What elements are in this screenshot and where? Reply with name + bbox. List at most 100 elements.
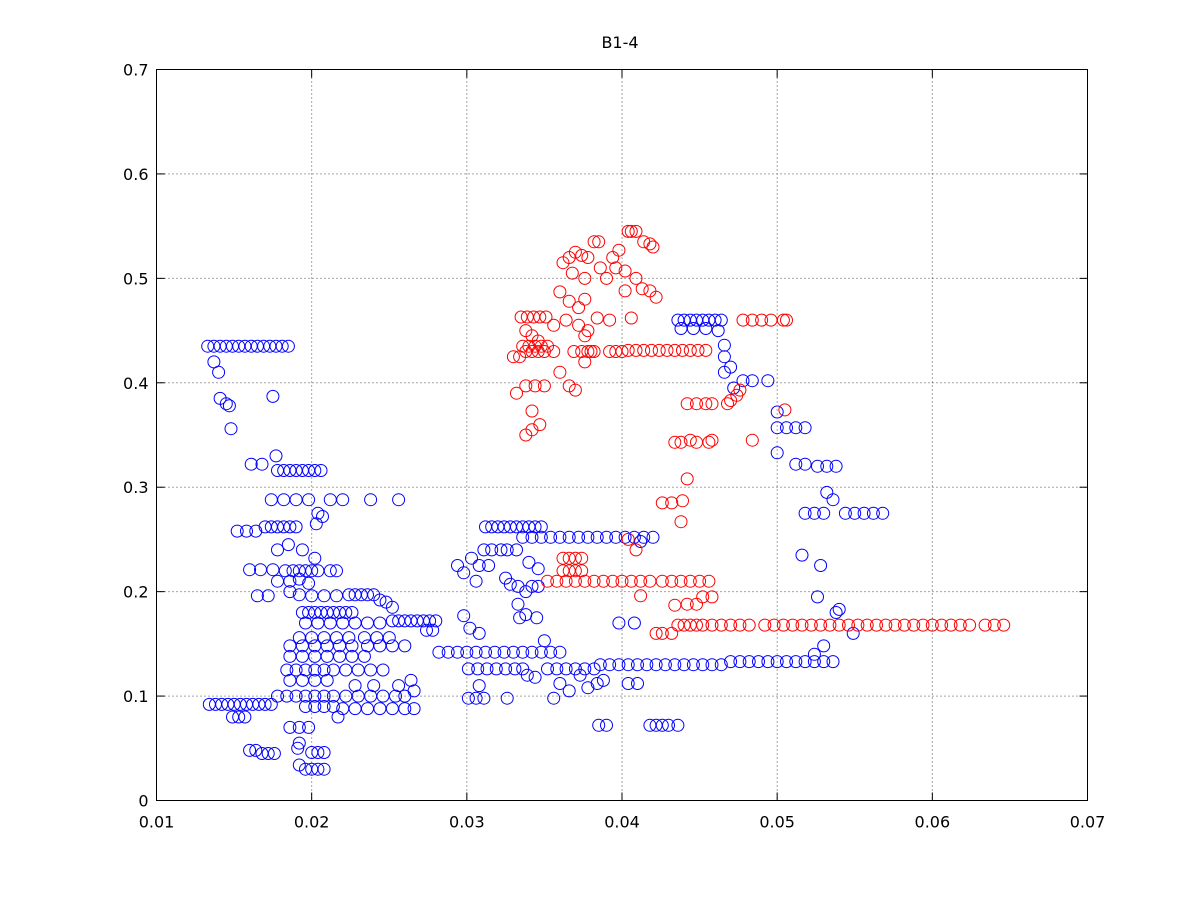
data-point xyxy=(299,700,312,713)
data-point xyxy=(423,614,437,628)
data-point xyxy=(336,493,350,507)
data-point xyxy=(714,658,728,672)
data-point xyxy=(870,618,883,632)
data-point xyxy=(643,237,657,251)
data-point xyxy=(553,645,567,659)
data-point xyxy=(714,618,728,632)
data-point xyxy=(655,626,669,640)
data-point xyxy=(547,691,561,705)
data-point xyxy=(357,649,371,663)
data-point xyxy=(497,645,511,659)
data-point xyxy=(572,530,586,544)
data-point xyxy=(804,618,818,632)
data-point xyxy=(714,313,728,327)
data-point xyxy=(261,589,275,603)
data-point xyxy=(690,618,703,632)
data-point xyxy=(634,574,648,588)
data-point xyxy=(842,618,855,632)
data-point xyxy=(600,718,613,732)
data-point xyxy=(916,618,930,632)
data-point xyxy=(314,464,328,477)
y-tick-label: 0.1 xyxy=(123,687,148,706)
data-point xyxy=(562,684,576,698)
data-point xyxy=(345,639,359,653)
data-point xyxy=(817,655,831,669)
data-point xyxy=(612,243,626,257)
data-point xyxy=(249,743,263,757)
data-point xyxy=(683,433,697,447)
data-point xyxy=(727,381,741,395)
x-tick-label: 0.02 xyxy=(294,813,330,832)
data-point xyxy=(429,614,443,628)
data-point xyxy=(513,611,527,625)
data-point xyxy=(311,746,325,759)
data-point xyxy=(244,457,258,471)
data-point xyxy=(547,318,561,332)
data-point xyxy=(646,240,660,254)
data-point xyxy=(404,673,418,687)
data-point xyxy=(575,564,589,578)
data-point xyxy=(472,626,486,640)
data-point xyxy=(541,662,554,676)
data-point xyxy=(295,543,309,557)
data-point xyxy=(866,506,880,520)
data-point xyxy=(281,538,295,552)
data-point xyxy=(255,457,269,471)
data-point xyxy=(592,718,606,732)
data-point xyxy=(420,623,433,637)
data-point xyxy=(547,345,561,358)
data-point xyxy=(655,574,669,588)
data-point xyxy=(807,655,821,669)
data-point xyxy=(519,379,533,393)
data-point xyxy=(814,618,828,632)
data-point xyxy=(460,645,474,659)
data-point xyxy=(364,493,378,507)
data-point xyxy=(556,256,570,270)
data-point xyxy=(222,399,236,413)
data-point xyxy=(609,530,623,544)
data-point xyxy=(537,345,551,358)
data-point xyxy=(705,397,719,411)
data-point xyxy=(857,506,871,520)
data-point xyxy=(575,248,589,262)
data-point xyxy=(705,590,719,604)
data-point xyxy=(778,403,792,417)
data-point xyxy=(770,421,784,435)
data-point xyxy=(690,597,703,611)
x-tick-label: 0.06 xyxy=(915,813,951,832)
data-point xyxy=(627,616,641,630)
data-point xyxy=(271,543,284,557)
data-point xyxy=(472,559,486,572)
data-point xyxy=(550,574,564,588)
data-point xyxy=(618,284,632,298)
data-point xyxy=(267,747,281,760)
data-point xyxy=(668,598,682,612)
data-point xyxy=(309,517,323,531)
data-point xyxy=(795,618,809,632)
data-point xyxy=(289,520,303,534)
data-point xyxy=(317,663,331,677)
data-point xyxy=(339,606,353,619)
data-point xyxy=(798,457,812,471)
data-point xyxy=(786,618,800,632)
data-point xyxy=(317,700,331,713)
data-point xyxy=(811,459,824,473)
data-point xyxy=(645,343,658,357)
data-point xyxy=(506,350,520,364)
data-point xyxy=(665,574,679,588)
data-point xyxy=(733,655,747,669)
data-point xyxy=(451,645,464,659)
data-point xyxy=(789,421,803,435)
data-point xyxy=(686,658,700,672)
x-tick-label: 0.05 xyxy=(759,813,795,832)
data-point xyxy=(761,655,775,669)
data-point xyxy=(780,421,793,435)
data-point xyxy=(662,718,675,732)
data-point xyxy=(674,574,688,588)
data-point xyxy=(897,618,911,632)
data-point xyxy=(846,626,860,640)
data-point xyxy=(500,691,514,705)
data-point xyxy=(212,365,226,379)
data-point xyxy=(525,404,539,418)
data-point xyxy=(553,365,567,379)
